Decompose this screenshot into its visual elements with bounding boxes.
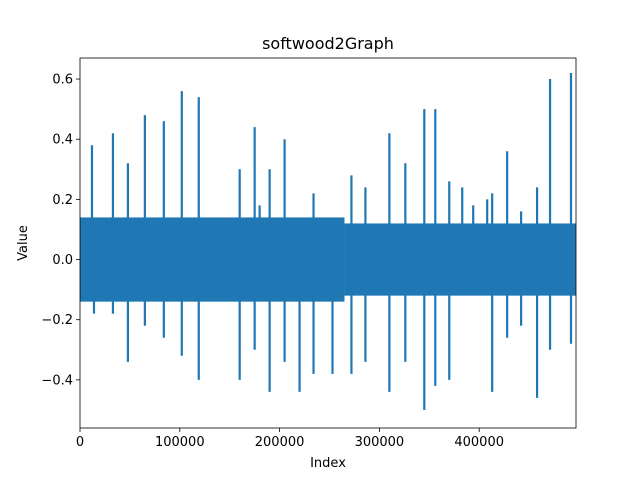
x-tick-label-0: 0	[76, 435, 84, 450]
y-tick-label-0: −0.4	[41, 373, 73, 388]
x-tick-label-2: 200000	[255, 435, 305, 450]
signal-envelope-0	[80, 217, 345, 302]
y-tick-label-5: 0.6	[52, 73, 73, 88]
y-tick-label-4: 0.4	[52, 133, 73, 148]
y-axis-label: Value	[16, 225, 31, 261]
axes-frame	[79, 57, 577, 429]
signal-envelope-1	[344, 223, 576, 296]
plot-area	[80, 73, 576, 410]
chart-title: softwood2Graph	[262, 34, 394, 53]
x-axis-label: Index	[310, 456, 346, 471]
x-tick-label-1: 100000	[155, 435, 205, 450]
y-tick-label-3: 0.2	[52, 193, 73, 208]
x-tick-label-4: 400000	[454, 435, 504, 450]
y-tick-label-1: −0.2	[41, 313, 73, 328]
x-tick-label-3: 300000	[355, 435, 405, 450]
y-axis: −0.4 −0.2 0.0 0.2 0.4 0.6	[41, 73, 80, 388]
y-tick-label-2: 0.0	[52, 253, 73, 268]
x-axis: 0 100000 200000 300000 400000	[76, 428, 504, 450]
